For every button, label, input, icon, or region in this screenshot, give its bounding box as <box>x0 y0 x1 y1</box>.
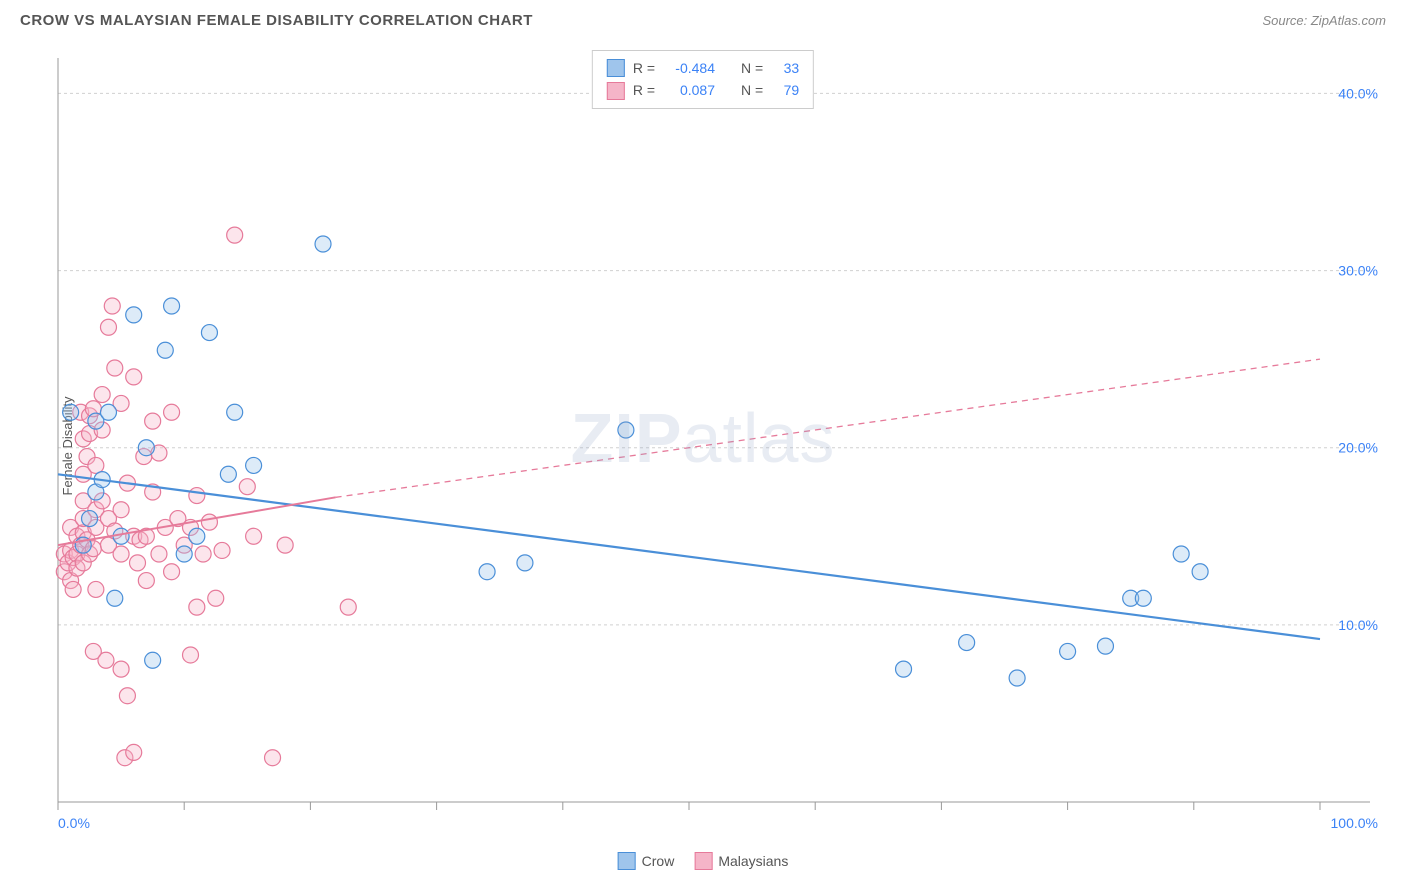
swatch-malaysians-icon <box>694 852 712 870</box>
svg-text:0.0%: 0.0% <box>58 815 90 831</box>
swatch-crow-icon <box>618 852 636 870</box>
bottom-legend: Crow Malaysians <box>618 852 789 870</box>
correlation-box: R = -0.484 N = 33 R = 0.087 N = 79 <box>592 50 814 109</box>
scatter-chart-svg: 10.0% 20.0% 30.0% 40.0% 0.0% 100.0% <box>50 50 1386 832</box>
svg-text:30.0%: 30.0% <box>1338 263 1378 279</box>
svg-text:20.0%: 20.0% <box>1338 440 1378 456</box>
legend-item-malaysians: Malaysians <box>694 852 788 870</box>
svg-text:10.0%: 10.0% <box>1338 617 1378 633</box>
swatch-crow-icon <box>607 59 625 77</box>
corr-row-crow: R = -0.484 N = 33 <box>607 57 799 79</box>
legend-item-crow: Crow <box>618 852 675 870</box>
swatch-malaysians-icon <box>607 82 625 100</box>
corr-row-malaysians: R = 0.087 N = 79 <box>607 79 799 101</box>
chart-area: 10.0% 20.0% 30.0% 40.0% 0.0% 100.0% <box>50 50 1386 832</box>
chart-title: CROW VS MALAYSIAN FEMALE DISABILITY CORR… <box>20 12 533 29</box>
source-label: Source: ZipAtlas.com <box>1262 13 1386 28</box>
svg-text:40.0%: 40.0% <box>1338 85 1378 101</box>
svg-text:100.0%: 100.0% <box>1331 815 1378 831</box>
